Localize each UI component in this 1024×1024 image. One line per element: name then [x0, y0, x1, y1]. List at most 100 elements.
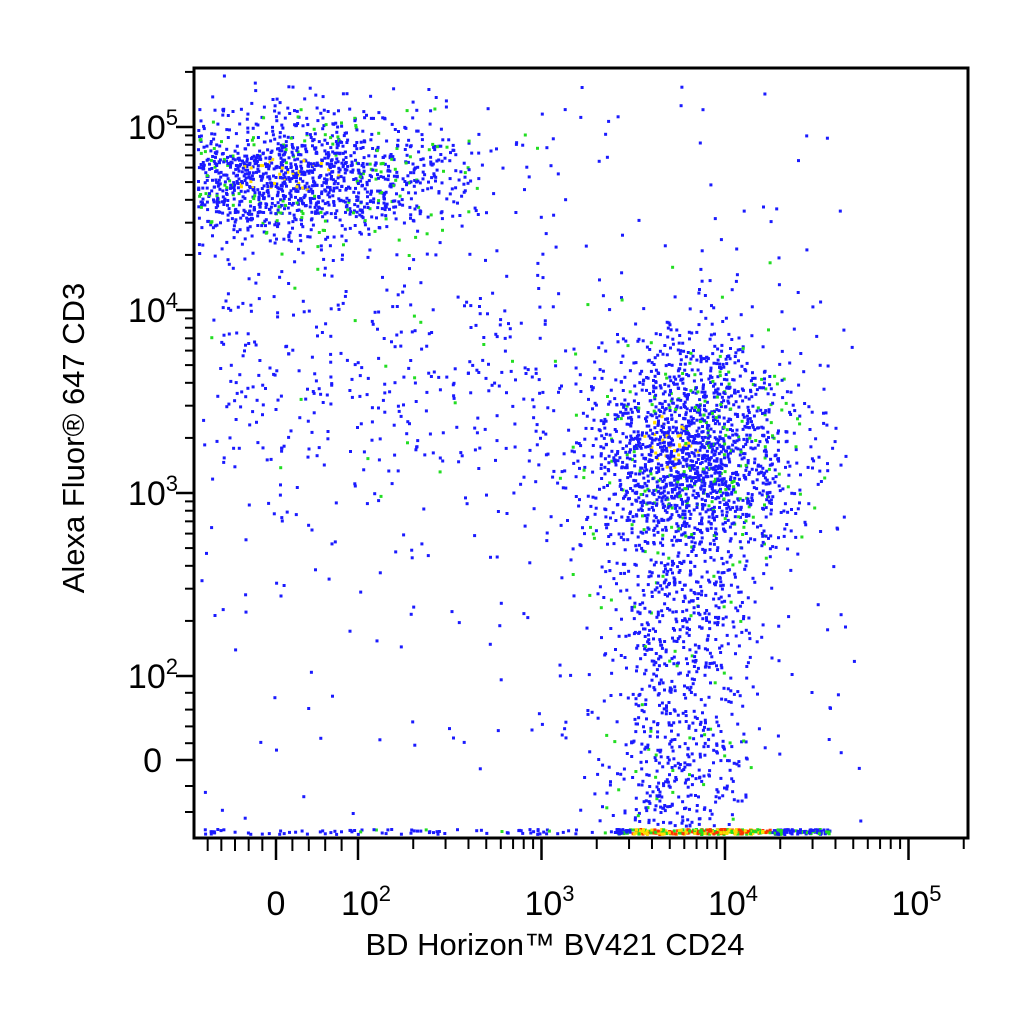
event-dot [701, 617, 705, 621]
event-dot [689, 685, 693, 689]
event-dot [252, 206, 256, 209]
event-dot [670, 488, 674, 491]
event-dot [702, 480, 706, 484]
event-dot [629, 407, 633, 411]
event-dot [316, 267, 320, 271]
event-dot [743, 475, 747, 479]
event-dot [324, 237, 328, 241]
event-dot [238, 228, 242, 232]
event-dot [282, 237, 286, 241]
event-dot [635, 483, 639, 487]
event-dot [711, 379, 715, 383]
event-dot [619, 572, 623, 575]
event-dot [374, 161, 378, 165]
event-dot [716, 570, 720, 574]
event-dot [287, 221, 291, 225]
event-dot [321, 199, 325, 203]
event-dot [676, 529, 680, 533]
event-dot [413, 376, 417, 380]
event-dot [693, 409, 696, 412]
event-dot [626, 411, 630, 415]
event-dot [628, 369, 632, 373]
event-dot [721, 617, 725, 621]
event-dot [708, 651, 712, 655]
event-dot [652, 637, 655, 641]
event-dot [351, 168, 355, 172]
event-dot [798, 422, 802, 426]
event-dot [763, 503, 766, 507]
event-dot [813, 828, 817, 832]
event-dot [281, 199, 285, 203]
event-dot [639, 446, 643, 450]
event-dot [460, 224, 464, 228]
event-dot [727, 417, 731, 421]
event-dot [348, 207, 352, 211]
event-dot [262, 105, 266, 109]
event-dot [655, 471, 659, 475]
event-dot [340, 830, 343, 834]
event-dot [734, 446, 738, 450]
event-dot [746, 497, 750, 501]
event-dot [791, 403, 795, 407]
event-dot [673, 478, 677, 482]
event-dot [395, 147, 399, 150]
event-dot [687, 600, 691, 604]
event-dot [700, 443, 704, 447]
event-dot [704, 394, 708, 398]
event-dot [643, 653, 647, 656]
event-dot [435, 159, 439, 163]
event-dot [685, 479, 689, 483]
event-dot [749, 379, 753, 383]
event-dot [392, 205, 396, 209]
event-dot [381, 161, 385, 165]
event-dot [648, 348, 652, 351]
event-dot [314, 164, 318, 168]
event-dot [700, 390, 704, 394]
event-dot [614, 519, 618, 522]
event-dot [349, 170, 353, 174]
event-dot [642, 501, 646, 504]
event-dot [645, 388, 648, 392]
event-dot [663, 640, 667, 643]
event-dot [633, 717, 637, 721]
event-dot [712, 430, 716, 434]
event-dot [629, 487, 633, 490]
event-dot [226, 218, 230, 222]
event-dot [397, 130, 400, 133]
event-dot [448, 192, 452, 196]
event-dot [669, 346, 672, 350]
event-dot [571, 445, 575, 449]
event-dot [355, 195, 359, 199]
event-dot [678, 628, 682, 632]
event-dot [630, 527, 634, 531]
event-dot [623, 571, 626, 575]
event-dot [640, 623, 644, 627]
event-dot [697, 795, 700, 799]
event-dot [656, 730, 660, 734]
event-dot [525, 165, 529, 169]
event-dot [537, 463, 541, 467]
event-dot [326, 437, 330, 441]
event-dot [676, 480, 680, 484]
event-dot [696, 832, 700, 836]
event-dot [427, 332, 431, 336]
event-dot [261, 175, 265, 179]
event-dot [460, 194, 464, 198]
event-dot [471, 363, 475, 367]
event-dot [590, 830, 594, 834]
event-dot [812, 459, 816, 463]
event-dot [826, 462, 829, 466]
event-dot [564, 720, 568, 724]
event-dot [378, 738, 382, 742]
event-dot [210, 167, 214, 170]
event-dot [663, 509, 667, 513]
event-dot [789, 529, 793, 533]
event-dot [714, 615, 717, 619]
event-dot [749, 766, 753, 770]
event-dot [713, 489, 717, 493]
event-dot [721, 444, 725, 448]
event-dot [760, 386, 764, 390]
event-dot [675, 510, 679, 514]
event-dot [729, 451, 732, 455]
event-dot [575, 828, 578, 832]
